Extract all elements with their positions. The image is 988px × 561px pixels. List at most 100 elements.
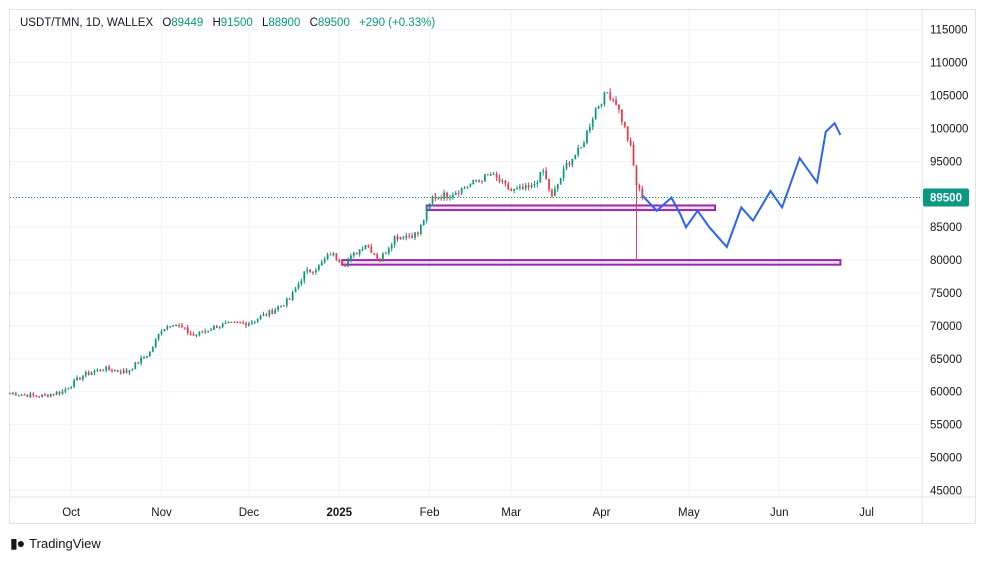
tradingview-logo-icon[interactable]: ▮● <box>10 535 25 551</box>
candle-body <box>466 186 469 188</box>
candle-body <box>344 264 346 267</box>
x-tick-label: 2025 <box>326 507 352 519</box>
candle-body <box>61 391 64 394</box>
candle-body <box>38 396 41 398</box>
candle-body <box>341 262 344 265</box>
candle-body <box>606 92 609 94</box>
candle-body <box>221 323 224 327</box>
candle-body <box>175 324 177 326</box>
candle-body <box>574 155 577 160</box>
candle-body <box>486 174 489 176</box>
candle-body <box>131 369 134 371</box>
candle-body <box>481 180 483 182</box>
candle-body <box>288 298 291 300</box>
candle-body <box>475 180 478 182</box>
candle-body <box>99 369 102 371</box>
candle-body <box>125 370 128 373</box>
candle-body <box>317 265 320 271</box>
symbol-title[interactable]: USDT/TMN, 1D, WALLEX <box>20 17 154 29</box>
candle-body <box>157 334 160 340</box>
candle-body <box>242 322 244 324</box>
candle-body <box>274 309 277 314</box>
candle-body <box>271 310 274 314</box>
footer: ▮● TradingView <box>10 535 101 552</box>
candle-body <box>76 377 78 381</box>
candle-body <box>181 325 183 328</box>
candle-body <box>102 370 105 372</box>
candles-group <box>9 88 644 399</box>
x-tick-label: Dec <box>239 507 260 519</box>
candle-body <box>114 370 116 372</box>
candle-body <box>253 321 256 323</box>
last-price-label: 89500 <box>930 193 962 205</box>
candle-body <box>405 235 408 239</box>
candle-body <box>14 393 17 396</box>
candle-body <box>32 393 35 396</box>
candle-body <box>146 355 148 358</box>
candle-body <box>559 178 562 185</box>
candle-body <box>568 162 571 165</box>
candle-body <box>565 162 568 169</box>
candle-body <box>364 245 367 250</box>
candle-body <box>446 192 448 198</box>
open-value: 89449 <box>171 17 204 29</box>
candle-body <box>204 331 207 333</box>
y-tick-label: 85000 <box>930 222 962 234</box>
candle-body <box>55 392 58 395</box>
y-tick-label: 80000 <box>930 255 962 267</box>
candle-body <box>521 186 524 189</box>
candle-body <box>577 147 580 156</box>
close-label: C <box>309 17 318 29</box>
candle-body <box>402 236 405 239</box>
candle-body <box>140 357 142 364</box>
candle-body <box>626 126 629 140</box>
candle-body <box>615 99 617 105</box>
candle-body <box>315 270 317 273</box>
candle-body <box>571 159 574 165</box>
candle-body <box>198 331 201 335</box>
candle-body <box>600 104 603 107</box>
open-label: O <box>162 17 172 29</box>
candle-body <box>387 248 390 254</box>
candle-body <box>283 305 285 307</box>
candle-body <box>411 235 413 238</box>
chart-frame[interactable] <box>9 9 976 524</box>
candle-body <box>390 244 393 249</box>
candle-body <box>443 192 446 199</box>
candle-body <box>300 280 303 284</box>
candle-body <box>134 362 137 370</box>
candle-body <box>245 322 247 326</box>
candle-body <box>329 254 332 256</box>
candle-body <box>312 272 314 274</box>
candle-body <box>417 232 419 235</box>
candle-body <box>332 253 335 256</box>
candle-body <box>248 323 250 326</box>
candle-body <box>469 184 472 187</box>
candle-body <box>338 259 341 263</box>
candle-body <box>189 332 192 335</box>
brand-name[interactable]: TradingView <box>29 536 101 551</box>
candle-body <box>586 131 588 143</box>
x-tick-label: Feb <box>420 507 440 519</box>
candle-body <box>597 106 600 109</box>
candle-body <box>303 271 306 281</box>
candle-body <box>172 325 175 327</box>
candle-body <box>291 292 294 300</box>
candle-body <box>192 334 195 336</box>
candle-body <box>84 372 87 376</box>
candle-body <box>396 236 399 240</box>
y-tick-label: 115000 <box>930 25 968 37</box>
candle-body <box>160 331 163 335</box>
candle-body <box>361 249 364 251</box>
candle-body <box>128 370 131 373</box>
y-tick-label: 100000 <box>930 123 968 135</box>
candle-body <box>213 325 215 330</box>
candle-body <box>358 249 361 255</box>
candle-body <box>513 189 515 191</box>
candle-body <box>58 392 61 394</box>
candle-body <box>414 232 416 238</box>
candle-body <box>370 246 373 254</box>
candle-body <box>367 245 370 247</box>
y-tick-label: 70000 <box>930 321 962 333</box>
